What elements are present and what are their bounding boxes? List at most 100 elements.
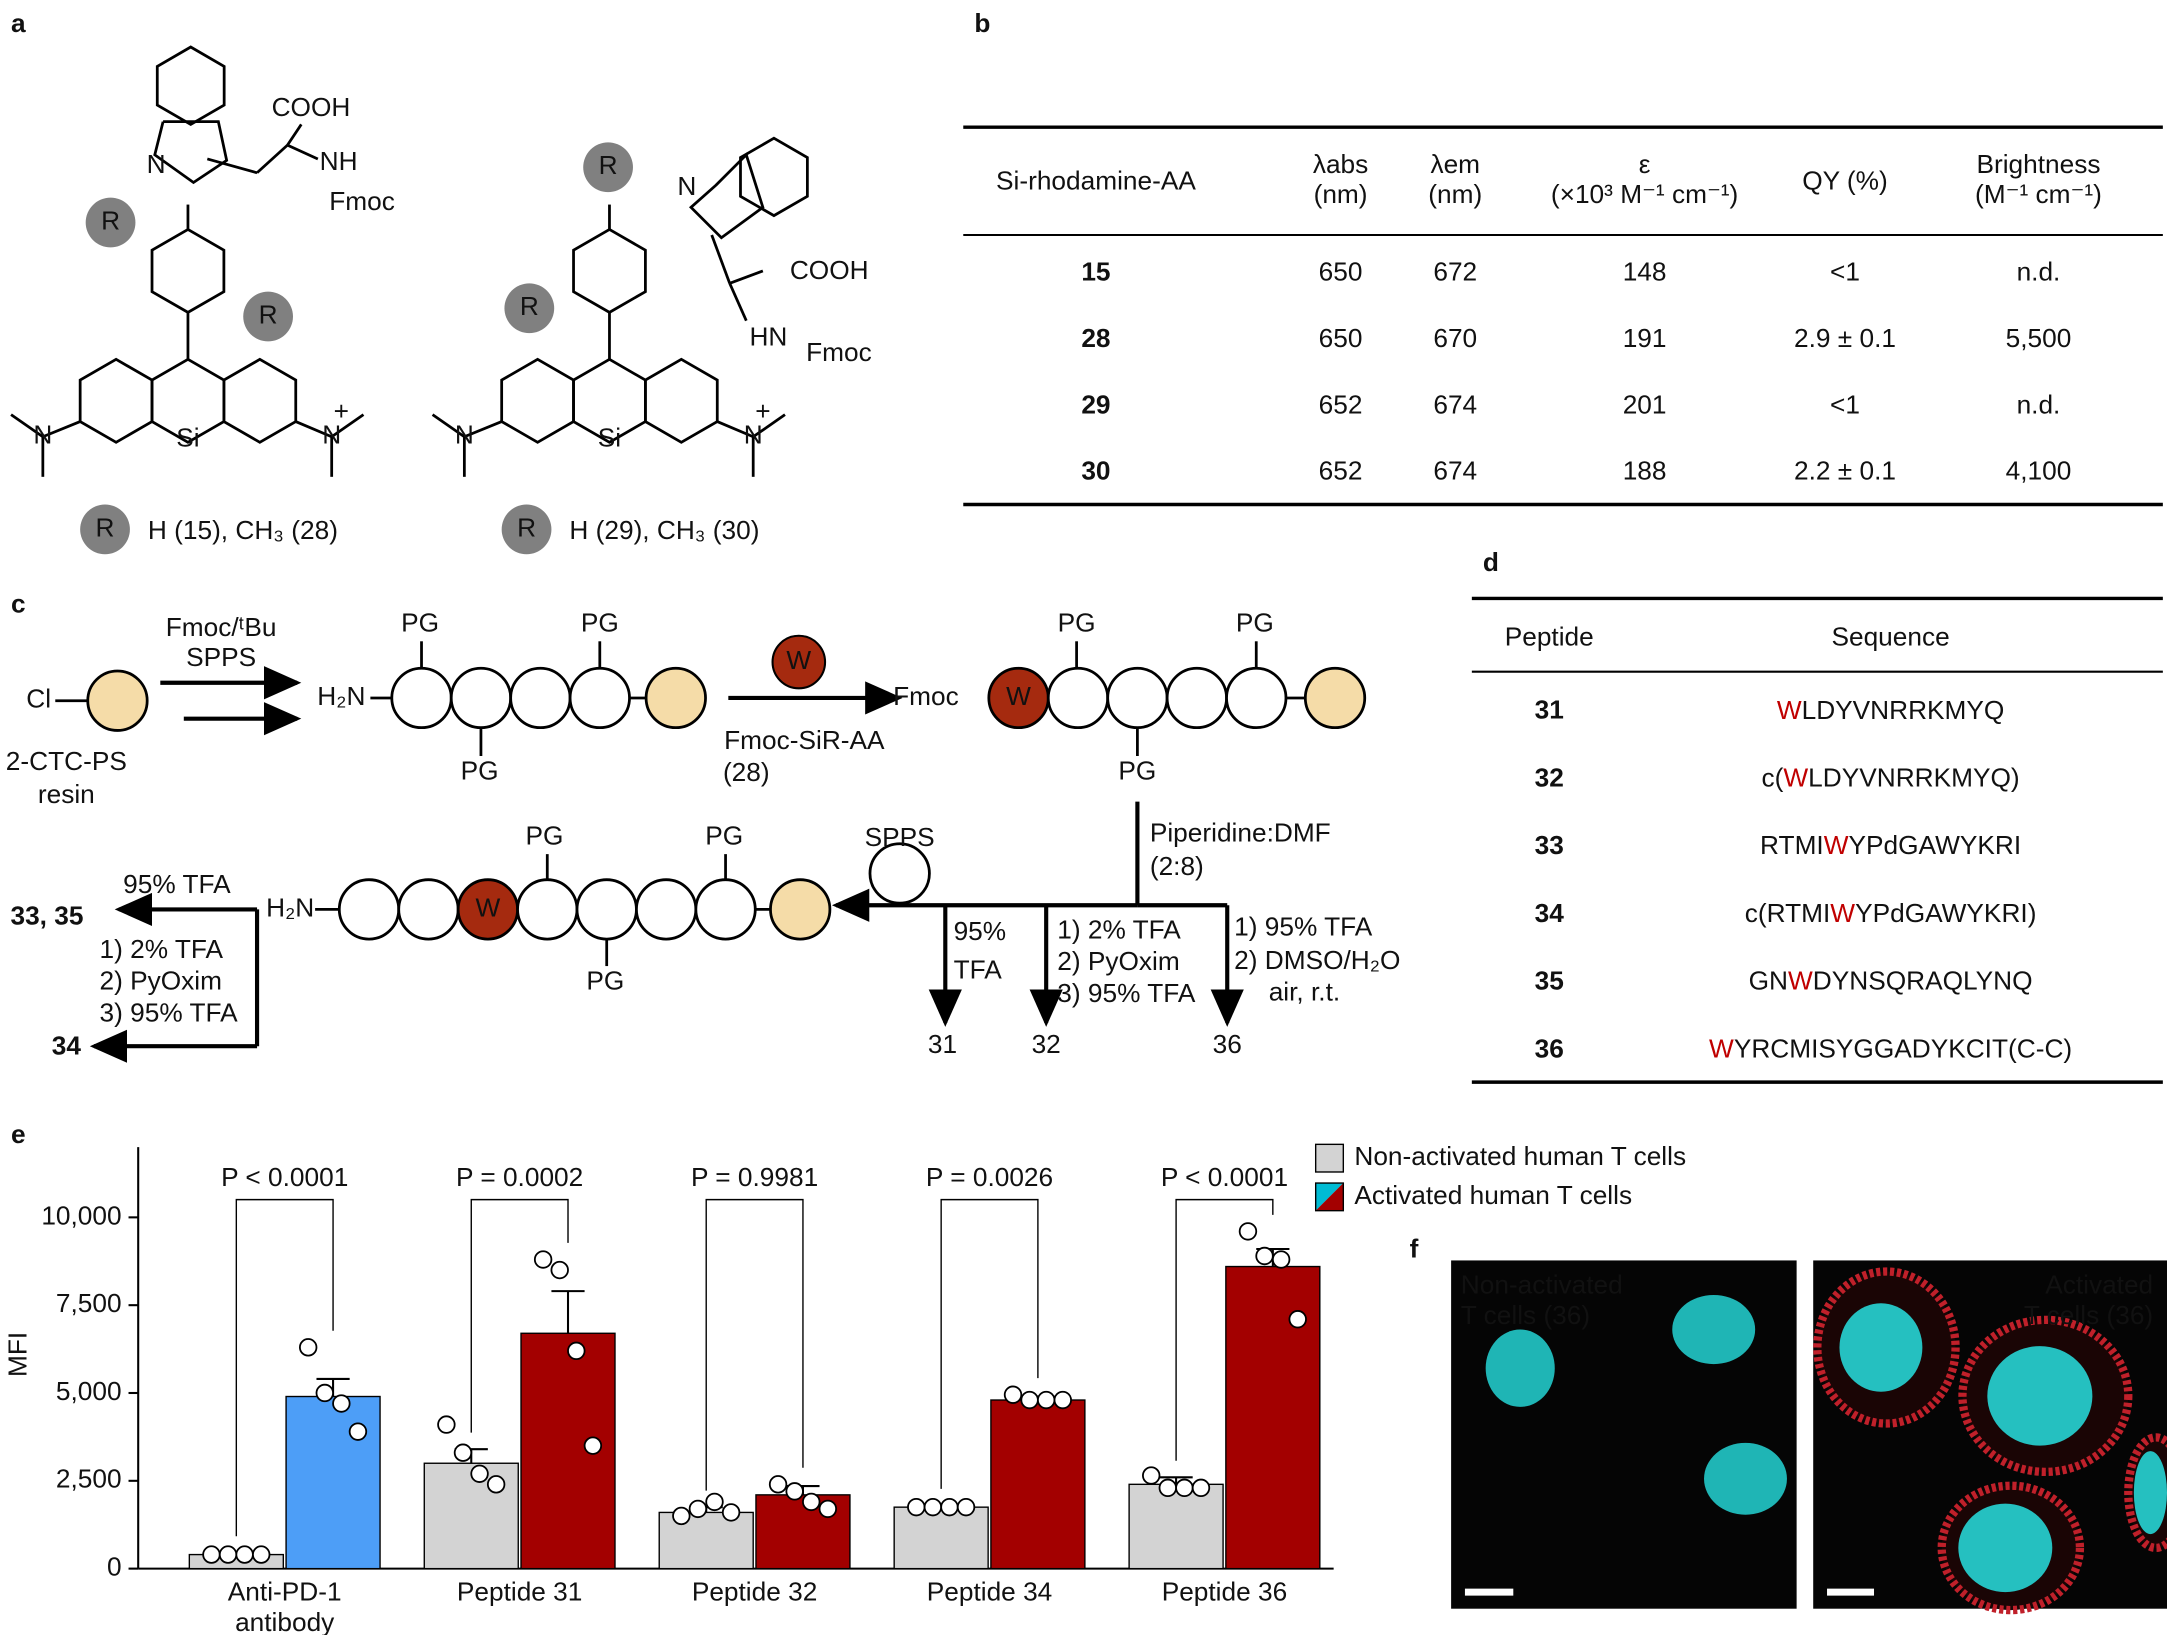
scheme-label: Fmoc xyxy=(893,681,959,711)
table-cell: <1 xyxy=(1830,389,1860,419)
bracket xyxy=(940,1198,1039,1489)
data-point xyxy=(533,1250,553,1269)
sequence-part: W xyxy=(1788,966,1813,996)
scheme-label: PG xyxy=(1058,608,1096,638)
residue xyxy=(635,878,698,941)
sequence-part: c( xyxy=(1762,762,1784,792)
scheme-label: 2) DMSO/H₂O xyxy=(1234,945,1400,975)
data-point xyxy=(705,1492,724,1512)
residue xyxy=(868,842,931,905)
scheme-label: H₂N xyxy=(266,892,314,922)
table-cell: 672 xyxy=(1433,257,1477,287)
data-point xyxy=(688,1499,708,1519)
resin xyxy=(644,666,707,730)
scheme-label: 2-CTC-PS xyxy=(6,746,127,776)
table-cell: <1 xyxy=(1830,257,1860,287)
sequence: c(WLDYVNRRKMYQ) xyxy=(1762,762,2020,792)
scheme-label: W xyxy=(475,892,500,922)
data-point xyxy=(567,1341,586,1361)
scheme-label: resin xyxy=(38,779,95,809)
atom-label: Si xyxy=(176,422,199,452)
scheme-label: PG xyxy=(1118,756,1156,786)
data-point xyxy=(315,1383,334,1403)
data-point xyxy=(348,1422,368,1441)
scheme-label: (28) xyxy=(723,757,770,787)
r-group xyxy=(501,504,552,555)
x-tick-label: Peptide 34 xyxy=(927,1576,1053,1606)
caption: H (29), CH₃ (30) xyxy=(569,515,759,545)
table-header: ε xyxy=(1639,149,1651,179)
atom-label: Fmoc xyxy=(329,186,395,216)
scheme-label: 34 xyxy=(52,1031,82,1061)
table-header: (×10³ M⁻¹ cm⁻¹) xyxy=(1551,179,1738,209)
ring xyxy=(78,357,154,444)
sequence-part: LDYVNRRKMYQ xyxy=(1802,695,2005,725)
x-tick-label: Anti-PD-1 xyxy=(228,1576,342,1606)
table-header: Si-rhodamine-AA xyxy=(996,165,1196,195)
bond xyxy=(295,420,333,439)
scheme-label: PG xyxy=(1236,608,1274,638)
atom-label: + xyxy=(755,396,770,426)
data-point xyxy=(550,1260,569,1280)
nucleus xyxy=(1485,1329,1555,1407)
data-point xyxy=(486,1475,506,1494)
r-group xyxy=(80,504,130,555)
sequence-part: YPdGAWYKRI xyxy=(1849,830,2022,860)
table-cell: 5,500 xyxy=(2006,323,2072,353)
atom-label: COOH xyxy=(790,255,869,285)
sequence-part: W xyxy=(1709,1033,1734,1063)
y-tick-label: 10,000 xyxy=(41,1200,121,1230)
ring xyxy=(153,120,229,185)
bracket xyxy=(1175,1198,1274,1461)
table-cell: 652 xyxy=(1319,389,1363,419)
data-point xyxy=(1271,1250,1291,1269)
scheme-label: PG xyxy=(401,608,439,638)
bond xyxy=(330,413,365,438)
legend-swatch xyxy=(1315,1183,1344,1211)
scheme-label: PG xyxy=(461,756,499,786)
data-point xyxy=(956,1497,976,1517)
ring xyxy=(500,357,575,444)
sequence-part: W xyxy=(1830,898,1855,928)
data-point xyxy=(802,1492,821,1512)
panel-letter: c xyxy=(11,588,26,618)
atom-label: R xyxy=(520,291,539,321)
table-cell: 31 xyxy=(1535,695,1564,725)
data-point xyxy=(923,1497,943,1517)
sequence: c(RTMIWYPdGAWYKRI) xyxy=(1745,898,2037,928)
table-header: (nm) xyxy=(1428,179,1482,209)
data-point xyxy=(1175,1478,1194,1498)
data-point xyxy=(672,1506,691,1526)
scheme-label: 95% TFA xyxy=(123,869,231,899)
scheme-label: 3) 95% TFA xyxy=(1057,978,1196,1008)
sequence-part: RTMI xyxy=(1760,830,1824,860)
data-point xyxy=(940,1497,959,1517)
bond xyxy=(710,234,731,284)
resin xyxy=(86,669,149,732)
data-point xyxy=(907,1497,926,1517)
table-header: (M⁻¹ cm⁻¹) xyxy=(1975,179,2102,209)
data-point xyxy=(332,1394,351,1413)
micrograph-label: Activated xyxy=(2045,1270,2153,1300)
resin xyxy=(769,878,832,941)
sequence: GNWDYNSQRAQLYNQ xyxy=(1749,966,2033,996)
scheme-label: 95% xyxy=(954,916,1007,946)
scheme-label: SPPS xyxy=(186,642,256,672)
sequence-part: YPdGAWYKRI) xyxy=(1855,898,2036,928)
table-cell: 650 xyxy=(1319,257,1363,287)
bar xyxy=(990,1399,1086,1570)
scheme-label: (2:8) xyxy=(1150,851,1204,881)
sequence-part: DYNSQRAQLYNQ xyxy=(1813,966,2033,996)
table-header: Peptide xyxy=(1505,621,1594,651)
sequence-part: W xyxy=(1783,762,1808,792)
data-point xyxy=(1158,1478,1177,1498)
micrograph-label: Non-activated xyxy=(1461,1270,1623,1300)
scheme-label: Fmoc/ᵗBu xyxy=(166,612,277,642)
table-cell: 674 xyxy=(1433,456,1477,486)
bond xyxy=(206,157,258,175)
residue xyxy=(397,878,460,941)
nucleus xyxy=(1987,1346,2093,1446)
bond xyxy=(256,144,289,174)
scheme-label: 2) PyOxim xyxy=(1057,946,1180,976)
data-point xyxy=(470,1464,489,1483)
